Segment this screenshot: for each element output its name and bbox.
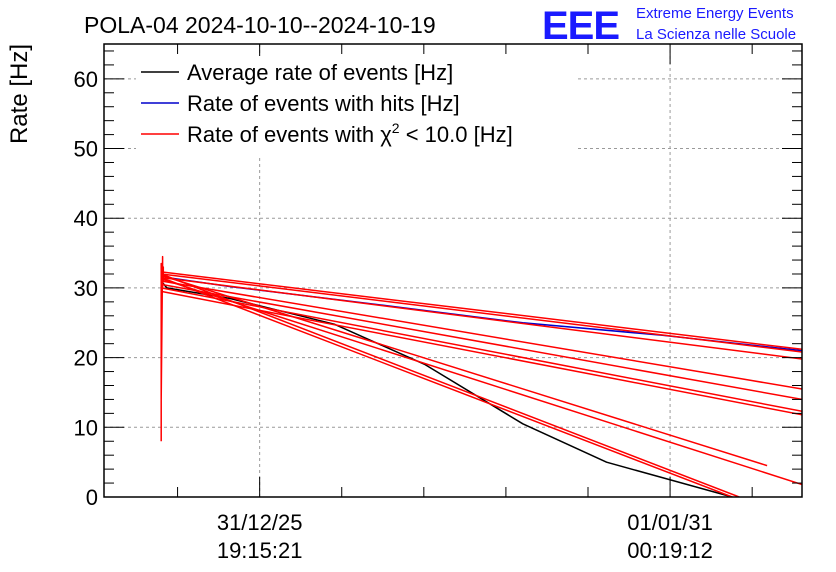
y-tick-label-10: 10 (74, 415, 98, 440)
legend-background (136, 56, 576, 156)
legend-label-hits: Rate of events with hits [Hz] (187, 91, 460, 116)
x-tick-label-time-0: 19:15:21 (217, 538, 303, 563)
y-tick-label-30: 30 (74, 276, 98, 301)
x-tick-label-date-0: 31/12/25 (217, 510, 303, 535)
legend-label-chi2: Rate of events with χ2 < 10.0 [Hz] (187, 120, 513, 147)
series-2-line-2 (161, 276, 802, 360)
x-tick-label-time-1: 00:19:12 (627, 538, 713, 563)
y-tick-label-0: 0 (86, 485, 98, 510)
plot-frame (103, 43, 803, 498)
legend-label-average: Average rate of events [Hz] (187, 60, 453, 85)
tick-labels: 0 10 20 30 40 50 60 31/12/25 19:15:21 01/01/31 00:… (74, 67, 713, 563)
legend: Average rate of events [Hz] Rate of even… (136, 56, 576, 156)
legend-label-chi2-symbol: χ (380, 122, 392, 147)
series-2-line-1 (161, 273, 802, 353)
legend-label-chi2-suffix: < 10.0 [Hz] (400, 122, 513, 147)
eee-logo: EEE Extreme Energy Events La Scienza nel… (542, 4, 796, 48)
legend-label-chi2-prefix: Rate of events with (187, 122, 380, 147)
series-2-line-7 (160, 278, 802, 486)
logo-line-2: La Scienza nelle Scuole (636, 26, 796, 43)
y-tick-label-60: 60 (74, 67, 98, 92)
y-tick-label-40: 40 (74, 206, 98, 231)
legend-label-chi2-sup: 2 (392, 120, 400, 136)
series-2-line-3 (161, 280, 802, 390)
logo-line-1: Extreme Energy Events (636, 5, 794, 22)
y-tick-label-50: 50 (74, 137, 98, 162)
series-2-line-11 (160, 255, 165, 442)
y-tick-label-20: 20 (74, 346, 98, 371)
logo-mark: EEE (542, 4, 619, 48)
series-2-line-0 (161, 271, 802, 351)
y-axis-title: Rate [Hz] (6, 44, 33, 144)
series-2-line-4 (161, 283, 802, 401)
series-2-line-6 (161, 290, 802, 416)
series-2-line-10 (160, 276, 733, 497)
series-2-line-8 (160, 274, 768, 467)
axis-ticks (104, 44, 802, 498)
series-layer (160, 255, 802, 497)
x-tick-label-date-1: 01/01/31 (627, 510, 713, 535)
series-2-line-9 (160, 273, 740, 497)
chart-title: POLA-04 2024-10-10--2024-10-19 (84, 12, 436, 38)
